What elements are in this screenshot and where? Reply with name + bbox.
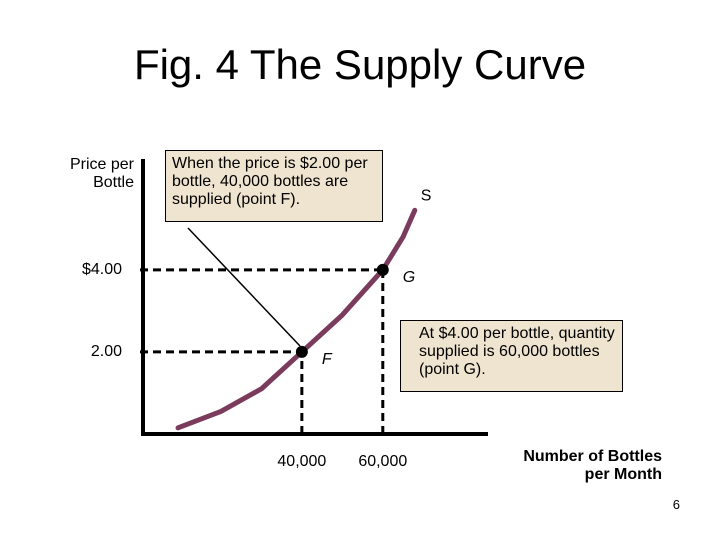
y-tick-label: 2.00 [91,343,122,360]
point-label: F [322,351,333,368]
x-tick-label: 40,000 [277,453,326,470]
point [295,345,308,358]
point [376,263,389,276]
x-tick-label: 60,000 [358,453,407,470]
x-axis-label: Number of Bottles per Month [523,448,662,483]
chart-title: Fig. 4 The Supply Curve [134,41,586,88]
annotation: When the price is $2.00 per bottle, 40,0… [165,150,383,222]
point-label: G [403,269,415,286]
annotation: At $4.00 per bottle, quantity supplied i… [400,320,623,392]
page-number: 6 [672,497,680,512]
y-axis-label: Price per Bottle [69,156,134,191]
curve-label: S [421,188,432,205]
supply-curve [175,207,418,431]
pointer-line [187,227,301,347]
y-tick-label: $4.00 [82,261,122,278]
